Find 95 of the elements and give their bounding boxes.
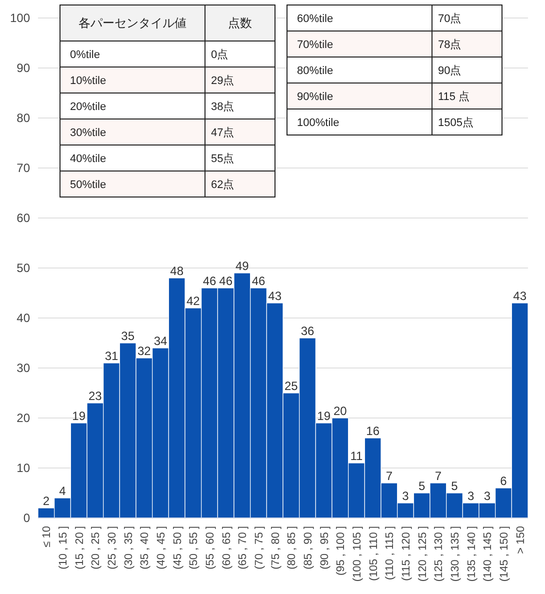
data-label: 3 [484, 489, 491, 503]
x-tick-label: (90 , 95 ] [318, 526, 331, 570]
annotation: 115 点 [438, 90, 470, 103]
data-label: 46 [202, 274, 216, 288]
annotation: 62点 [211, 178, 234, 191]
x-tick-label: (40 , 45 ] [156, 526, 168, 570]
x-tick-label: (95 , 100 ] [335, 526, 348, 576]
x-tick-label: (110 , 115 ] [384, 526, 396, 580]
data-label: 23 [88, 389, 102, 403]
y-tick-label: 0 [23, 511, 30, 525]
data-label: 35 [121, 329, 135, 343]
data-label: 5 [451, 479, 458, 493]
x-tick-label: (130 , 135 ] [450, 526, 462, 582]
y-tick-label: 30 [16, 361, 30, 375]
annotation: 60%tile [297, 13, 334, 25]
annotation: 20%tile [70, 101, 106, 113]
data-label: 16 [366, 424, 380, 438]
x-tick-label: (25 , 30 ] [106, 526, 118, 570]
data-label: 2 [42, 494, 50, 508]
annotation: 29点 [211, 74, 234, 87]
y-tick-label: 50 [16, 261, 30, 275]
x-tick-label: (15 , 20 ] [74, 526, 86, 570]
annotation: 30%tile [70, 127, 106, 139]
x-tick-label: (80 , 85 ] [286, 526, 298, 570]
annotation: 40%tile [70, 153, 106, 165]
annotation: 0%tile [70, 49, 100, 61]
x-tick-label: (20 , 25 ] [90, 526, 102, 570]
data-label: 42 [186, 294, 200, 308]
x-tick-label: (120 , 125 ] [416, 526, 429, 582]
x-tick-label: (140 , 145 ] [482, 526, 494, 582]
data-label: 3 [402, 489, 410, 503]
annotation: 78点 [438, 38, 462, 51]
annotation: 38点 [211, 100, 234, 113]
data-label: 3 [467, 489, 474, 503]
annotation: 10%tile [70, 75, 106, 87]
y-tick-label: 90 [16, 61, 30, 75]
data-label: 36 [300, 324, 314, 338]
x-tick-label: (35 , 40 ] [139, 526, 152, 570]
data-label: 20 [333, 404, 348, 418]
y-tick-label: 100 [10, 11, 30, 25]
annotation: 70点 [438, 12, 462, 25]
x-tick-label: (145 , 150 ] [498, 526, 510, 582]
y-tick-label: 10 [16, 461, 30, 475]
data-label: 46 [252, 274, 266, 288]
data-label: 7 [386, 469, 393, 483]
x-tick-label: (45 , 50 ] [172, 526, 184, 570]
data-label: 7 [434, 469, 442, 483]
data-label: 5 [418, 479, 426, 493]
y-tick-label: 80 [16, 111, 30, 125]
x-tick-label: (50 , 55 ] [188, 526, 200, 570]
y-tick-label: 40 [16, 311, 30, 325]
data-label: 25 [284, 379, 298, 393]
annotation: 各パーセンタイル値 [78, 16, 186, 30]
x-tick-label: (30 , 35 ] [122, 526, 135, 570]
x-tick-label: (85 , 90 ] [302, 526, 314, 570]
x-tick-label: (10 , 15 ] [58, 526, 70, 570]
x-tick-label: (115 , 120 ] [400, 526, 412, 581]
data-label: 11 [350, 449, 364, 463]
annotation: 点数 [228, 16, 252, 30]
data-label: 49 [235, 259, 250, 273]
data-label: 34 [154, 334, 168, 348]
data-label: 46 [219, 274, 233, 288]
y-tick-label: 70 [16, 161, 30, 175]
x-tick-label: (65 , 70 ] [237, 526, 250, 570]
annotation: 70%tile [297, 39, 334, 51]
y-tick-label: 60 [16, 211, 30, 225]
x-tick-label: ≤ 10 [41, 526, 54, 548]
data-label: 19 [72, 409, 86, 423]
data-label: 31 [104, 349, 118, 363]
data-label: 48 [170, 264, 184, 278]
annotation: 50%tile [70, 179, 106, 191]
y-tick-label: 20 [16, 411, 30, 425]
x-tick-label: (105 , 110 ] [368, 526, 380, 581]
x-tick-label: (70 , 75 ] [254, 526, 266, 570]
annotation: 100%tile [297, 117, 340, 129]
x-tick-label: (125 , 130 ] [433, 526, 446, 582]
x-tick-label: (75 , 80 ] [270, 526, 282, 570]
annotation: 80%tile [297, 65, 334, 77]
annotation: 90%tile [297, 91, 334, 103]
annotation: 47点 [211, 126, 234, 139]
x-tick-label: (60 , 65 ] [220, 526, 233, 570]
x-tick-label: (100 , 105 ] [352, 526, 364, 582]
data-label: 4 [59, 484, 66, 498]
x-tick-label: > 150 [514, 526, 527, 554]
data-label: 43 [268, 289, 282, 303]
x-tick-label: (135 , 140 ] [466, 526, 478, 582]
data-label: 32 [137, 344, 152, 358]
annotation: 90点 [438, 64, 462, 77]
data-label: 43 [513, 289, 527, 303]
annotation: 0点 [211, 48, 228, 61]
data-label: 6 [500, 474, 508, 488]
data-label: 19 [317, 409, 331, 423]
annotation: 55点 [211, 152, 234, 165]
x-tick-label: (55 , 60 ] [204, 526, 216, 570]
annotation: 1505点 [438, 116, 474, 129]
